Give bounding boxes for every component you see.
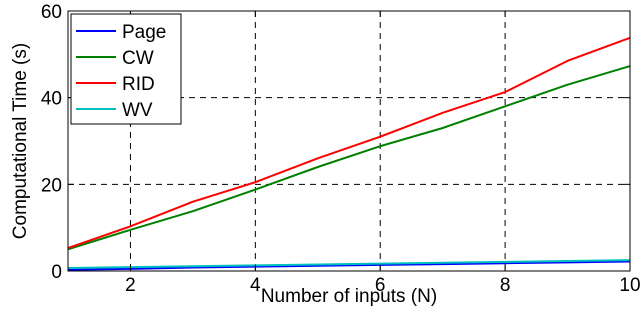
y-axis-label: Computational Time (s) <box>10 43 31 239</box>
x-axis-label: Number of inputs (N) <box>261 286 437 307</box>
legend-box <box>70 13 182 125</box>
legend-label: CW <box>122 48 154 69</box>
y-tick-label: 60 <box>41 2 62 23</box>
legend-item-wv: WV <box>76 100 153 121</box>
legend-label: Page <box>122 22 166 43</box>
x-tick-label: 4 <box>250 275 261 296</box>
legend-item-rid: RID <box>76 74 155 95</box>
x-tick-label: 8 <box>500 275 511 296</box>
y-tick-label: 20 <box>41 175 62 196</box>
x-tick-label: 6 <box>375 275 386 296</box>
y-tick-label: 0 <box>51 262 62 283</box>
plot-frame <box>67 10 631 272</box>
series-lines <box>67 36 631 271</box>
legend-label: WV <box>122 100 153 121</box>
x-tick-label: 2 <box>125 275 136 296</box>
series-line-rid <box>67 36 631 249</box>
tick-labels: 2 4 6 8 10 0 20 40 60 <box>41 2 641 296</box>
legend: Page CW RID WV <box>70 13 182 125</box>
legend-item-cw: CW <box>76 48 154 69</box>
y-tick-label: 40 <box>41 89 62 110</box>
series-line-page <box>67 260 631 271</box>
x-tick-label: 10 <box>619 275 640 296</box>
series-line-cw <box>67 65 631 251</box>
series-line-wv <box>67 259 631 269</box>
legend-label: RID <box>122 74 155 95</box>
legend-item-page: Page <box>76 22 166 43</box>
